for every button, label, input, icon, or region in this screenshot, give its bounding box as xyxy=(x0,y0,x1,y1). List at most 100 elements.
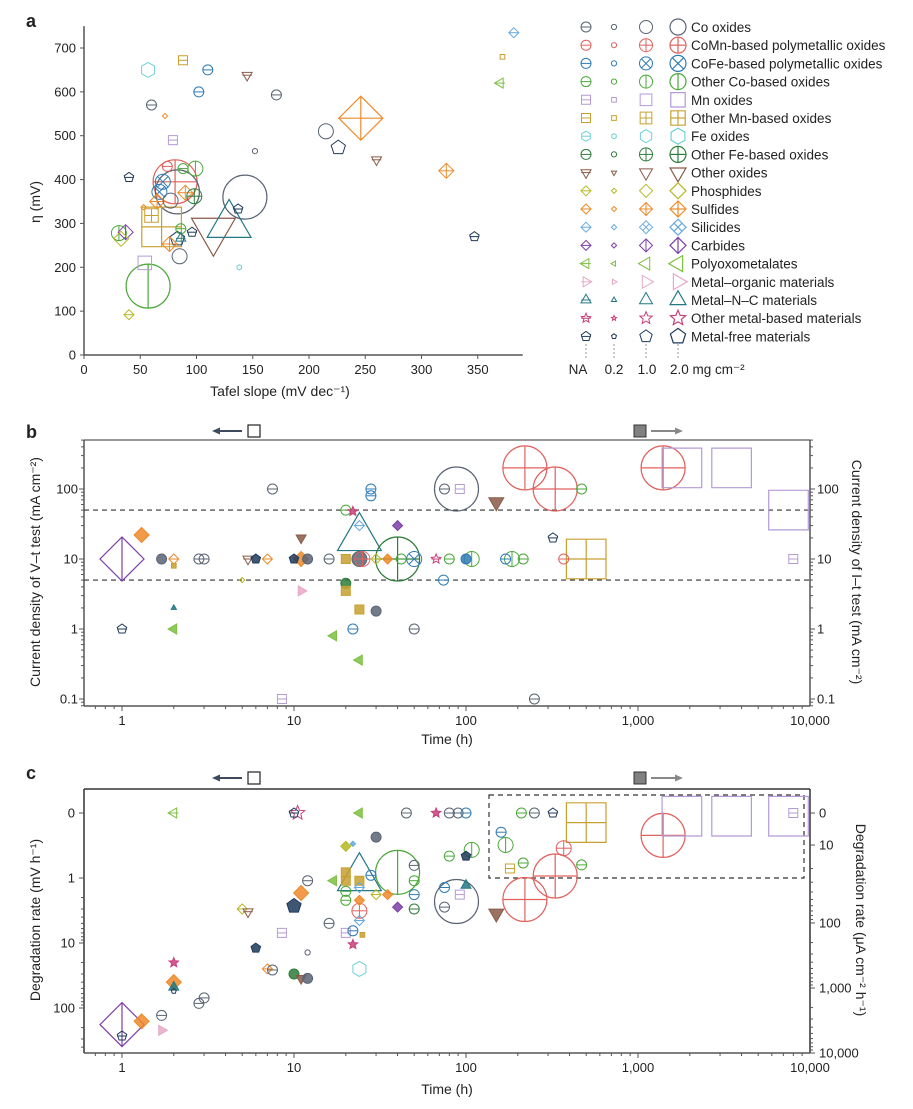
marker-other-fe-based-oxides xyxy=(640,148,653,161)
panel-a-axes: 0 50 100 150 200 250 300 350 0 100 200 300 400 500 600… xyxy=(54,26,523,377)
marker-other-oxides xyxy=(487,497,505,512)
marker-co-oxides xyxy=(302,553,314,565)
legend-label: CoFe-based polymetallic oxides xyxy=(691,56,883,71)
marker-cofe-based-polymetallic-oxides xyxy=(365,869,377,881)
marker-co-oxides xyxy=(433,878,480,925)
legend-item-other-oxides: Other oxides xyxy=(580,166,768,182)
marker-metal-organic-materials xyxy=(611,278,618,286)
y-tick-label: 100 xyxy=(53,1001,75,1016)
panel-a-xlabel: Tafel slope (mV dec⁻¹) xyxy=(210,383,350,399)
legend-loading-label: 1.0 xyxy=(638,362,657,377)
marker-other-co-based-oxides xyxy=(515,807,527,819)
panel-c-ylabel-right: Degradation rate (μA cm⁻² h⁻¹) xyxy=(853,824,869,1016)
legend-item-sulfides: Sulfides xyxy=(580,201,739,217)
marker-comn-based-polymetallic-oxides xyxy=(532,466,578,512)
panel-a: a 0 50 100 150 200 250 300 350 0 100 200 300 400 500 6… xyxy=(26,11,523,399)
legend-item-other-mn-based-oxides: Other Mn-based oxides xyxy=(581,111,832,126)
marker-silicides xyxy=(353,519,366,532)
marker-metal-n-c-materials xyxy=(610,296,618,303)
marker-other-co-based-oxides xyxy=(517,553,529,565)
marker-other-oxides xyxy=(370,156,383,167)
marker-fe-oxides xyxy=(611,133,617,140)
marker-other-mn-based-oxides xyxy=(354,604,365,615)
marker-metal-organic-materials xyxy=(297,585,308,597)
marker-sulfides xyxy=(161,235,178,253)
marker-cofe-based-polymetallic-oxides xyxy=(347,623,359,635)
marker-co-oxides xyxy=(156,1009,168,1021)
legend-label: Other metal-based materials xyxy=(691,311,862,326)
marker-cofe-based-polymetallic-oxides xyxy=(193,86,205,98)
marker-comn-based-polymetallic-oxides xyxy=(502,876,548,923)
marker-co-oxides xyxy=(610,23,618,31)
marker-cofe-based-polymetallic-oxides xyxy=(610,60,618,67)
panel-b-xlabel: Time (h) xyxy=(421,731,473,747)
marker-polyoxometalates xyxy=(579,257,591,270)
x-tick-label: 0 xyxy=(80,362,87,377)
marker-co-oxides xyxy=(162,192,179,209)
legend-item-cofe-based-polymetallic-oxides: CoFe-based polymetallic oxides xyxy=(580,55,883,71)
marker-co-oxides xyxy=(400,807,412,819)
marker-comn-based-polymetallic-oxides xyxy=(558,553,570,565)
marker-carbides xyxy=(610,242,618,249)
marker-fe-oxides xyxy=(352,960,367,977)
marker-other-co-based-oxides xyxy=(580,76,592,88)
marker-other-metal-based-materials xyxy=(430,552,443,565)
marker-mn-oxides xyxy=(640,94,652,106)
y-tick-label: 10 xyxy=(64,552,78,567)
marker-co-oxides xyxy=(302,972,314,984)
marker-other-co-based-oxides xyxy=(408,875,420,887)
y-tick-label: 0 xyxy=(68,806,75,821)
marker-metal-n-c-materials xyxy=(336,511,383,552)
marker-metal-free-materials xyxy=(250,942,262,953)
x-tick-label: 1 xyxy=(118,1060,125,1075)
legend-loading-label: 0.2 xyxy=(605,362,624,377)
marker-metal-n-c-materials xyxy=(580,293,592,304)
marker-sulfides xyxy=(438,162,455,180)
marker-co-oxides xyxy=(370,605,382,617)
marker-other-co-based-oxides xyxy=(340,885,352,897)
marker-other-oxides xyxy=(295,534,307,545)
legend-item-other-metal-based-materials: Other metal-based materials xyxy=(580,310,862,326)
marker-other-mn-based-oxides xyxy=(504,863,515,874)
marker-fe-oxides xyxy=(640,130,651,143)
marker-other-co-based-oxides xyxy=(443,850,455,862)
marker-other-fe-based-oxides xyxy=(186,188,203,205)
marker-silicides xyxy=(640,221,653,234)
y-right-tick-label: 10 xyxy=(817,552,831,567)
marker-sulfides xyxy=(261,553,274,565)
marker-metal-free-materials xyxy=(460,850,472,861)
x-tick-label: 10 xyxy=(287,1060,301,1075)
y-right-tick-label: 1,000 xyxy=(819,981,852,996)
marker-silicides xyxy=(670,219,686,235)
marker-other-mn-based-oxides xyxy=(671,111,685,125)
legend-item-other-co-based-oxides: Other Co-based oxides xyxy=(580,74,830,90)
marker-co-oxides xyxy=(439,483,450,495)
legend-item-phosphides: Phosphides xyxy=(580,183,762,199)
marker-co-oxides xyxy=(408,623,420,635)
x-tick-label: 100 xyxy=(455,713,477,728)
x-tick-label: 350 xyxy=(467,362,489,377)
y-right-tick-label: 0 xyxy=(819,806,826,821)
legend-label: Other oxides xyxy=(691,166,768,181)
legend-label: Metal-free materials xyxy=(691,329,811,344)
marker-fe-oxides xyxy=(236,264,243,271)
y-tick-label: 10 xyxy=(61,936,75,951)
marker-other-metal-based-materials xyxy=(610,314,618,322)
marker-other-metal-based-materials xyxy=(430,806,443,819)
marker-co-oxides xyxy=(222,174,268,220)
legend-label: Other Mn-based oxides xyxy=(691,111,832,126)
marker-cofe-based-polymetallic-oxides xyxy=(347,925,359,937)
marker-mn-oxides xyxy=(661,447,703,489)
marker-other-co-based-oxides xyxy=(610,78,618,85)
panel-c-points xyxy=(99,795,809,1048)
marker-mn-oxides xyxy=(788,554,799,564)
marker-metal-free-materials xyxy=(169,230,186,246)
marker-metal-free-materials xyxy=(116,623,128,634)
marker-other-co-based-oxides xyxy=(175,223,187,235)
marker-comn-based-polymetallic-oxides xyxy=(532,853,578,899)
marker-metal-organic-materials xyxy=(642,275,653,288)
marker-other-mn-based-oxides xyxy=(340,867,351,878)
marker-phosphides xyxy=(340,840,352,853)
marker-co-oxides xyxy=(580,21,592,33)
marker-other-fe-based-oxides xyxy=(580,148,592,160)
